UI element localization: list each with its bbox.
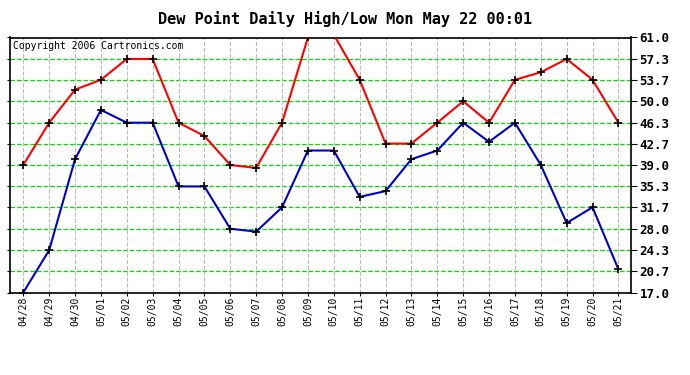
Text: Copyright 2006 Cartronics.com: Copyright 2006 Cartronics.com: [14, 41, 184, 51]
Text: Dew Point Daily High/Low Mon May 22 00:01: Dew Point Daily High/Low Mon May 22 00:0…: [158, 11, 532, 27]
